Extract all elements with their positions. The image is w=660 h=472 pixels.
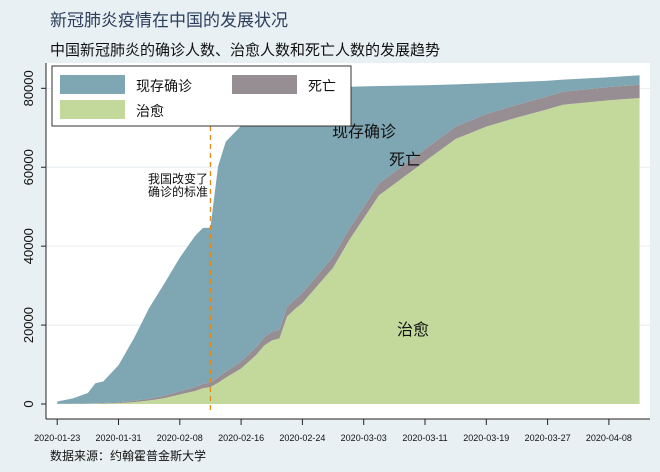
- y-tick-label: 60000: [21, 149, 36, 185]
- y-tick-label: 40000: [21, 228, 36, 264]
- y-ticks: 0 20000 40000 60000 80000: [21, 70, 46, 408]
- x-ticks: 2020-01-23 2020-01-31 2020-02-08 2020-02-16…: [34, 419, 632, 443]
- stacked-areas: [57, 75, 640, 404]
- x-tick-label: 2020-02-08: [157, 433, 203, 443]
- legend-swatch-active: [60, 75, 125, 94]
- legend-label-deaths: 死亡: [308, 79, 336, 95]
- legend: 现存确诊 死亡 治愈: [51, 65, 352, 127]
- x-tick-label: 2020-03-27: [525, 433, 571, 443]
- area-label-active: 现存确诊: [332, 122, 396, 141]
- y-tick-label: 20000: [21, 307, 36, 343]
- legend-swatch-deaths: [232, 75, 297, 94]
- area-recovered: [57, 98, 640, 404]
- chart-title: 新冠肺炎疫情在中国的发展状况: [50, 11, 288, 31]
- x-tick-label: 2020-01-31: [95, 433, 141, 443]
- x-tick-label: 2020-04-08: [586, 433, 632, 443]
- annotation-layer: 我国改变了 确诊的标准 现存确诊 死亡 治愈: [148, 122, 429, 412]
- legend-label-recovered: 治愈: [136, 104, 164, 120]
- chart-subtitle: 中国新冠肺炎的确诊人数、治愈人数和死亡人数的发展趋势: [50, 41, 440, 59]
- annotation-line-2: 确诊的标准: [148, 184, 208, 199]
- y-tick-label: 80000: [21, 70, 36, 106]
- annotation-line-1: 我国改变了: [148, 171, 208, 186]
- area-label-recovered: 治愈: [397, 320, 429, 339]
- x-tick-label: 2020-03-03: [341, 433, 387, 443]
- y-tick-label: 0: [21, 400, 36, 407]
- source-note: 数据来源：约翰霍普金斯大学: [50, 448, 206, 463]
- x-tick-label: 2020-03-19: [463, 433, 509, 443]
- x-tick-label: 2020-01-23: [34, 433, 80, 443]
- x-tick-label: 2020-02-24: [279, 433, 325, 443]
- x-tick-label: 2020-03-11: [402, 433, 447, 443]
- x-tick-label: 2020-02-16: [218, 433, 264, 443]
- area-active: [57, 75, 640, 404]
- area-label-deaths: 死亡: [389, 150, 421, 169]
- legend-swatch-recovered: [60, 100, 125, 119]
- legend-label-active: 现存确诊: [136, 79, 192, 95]
